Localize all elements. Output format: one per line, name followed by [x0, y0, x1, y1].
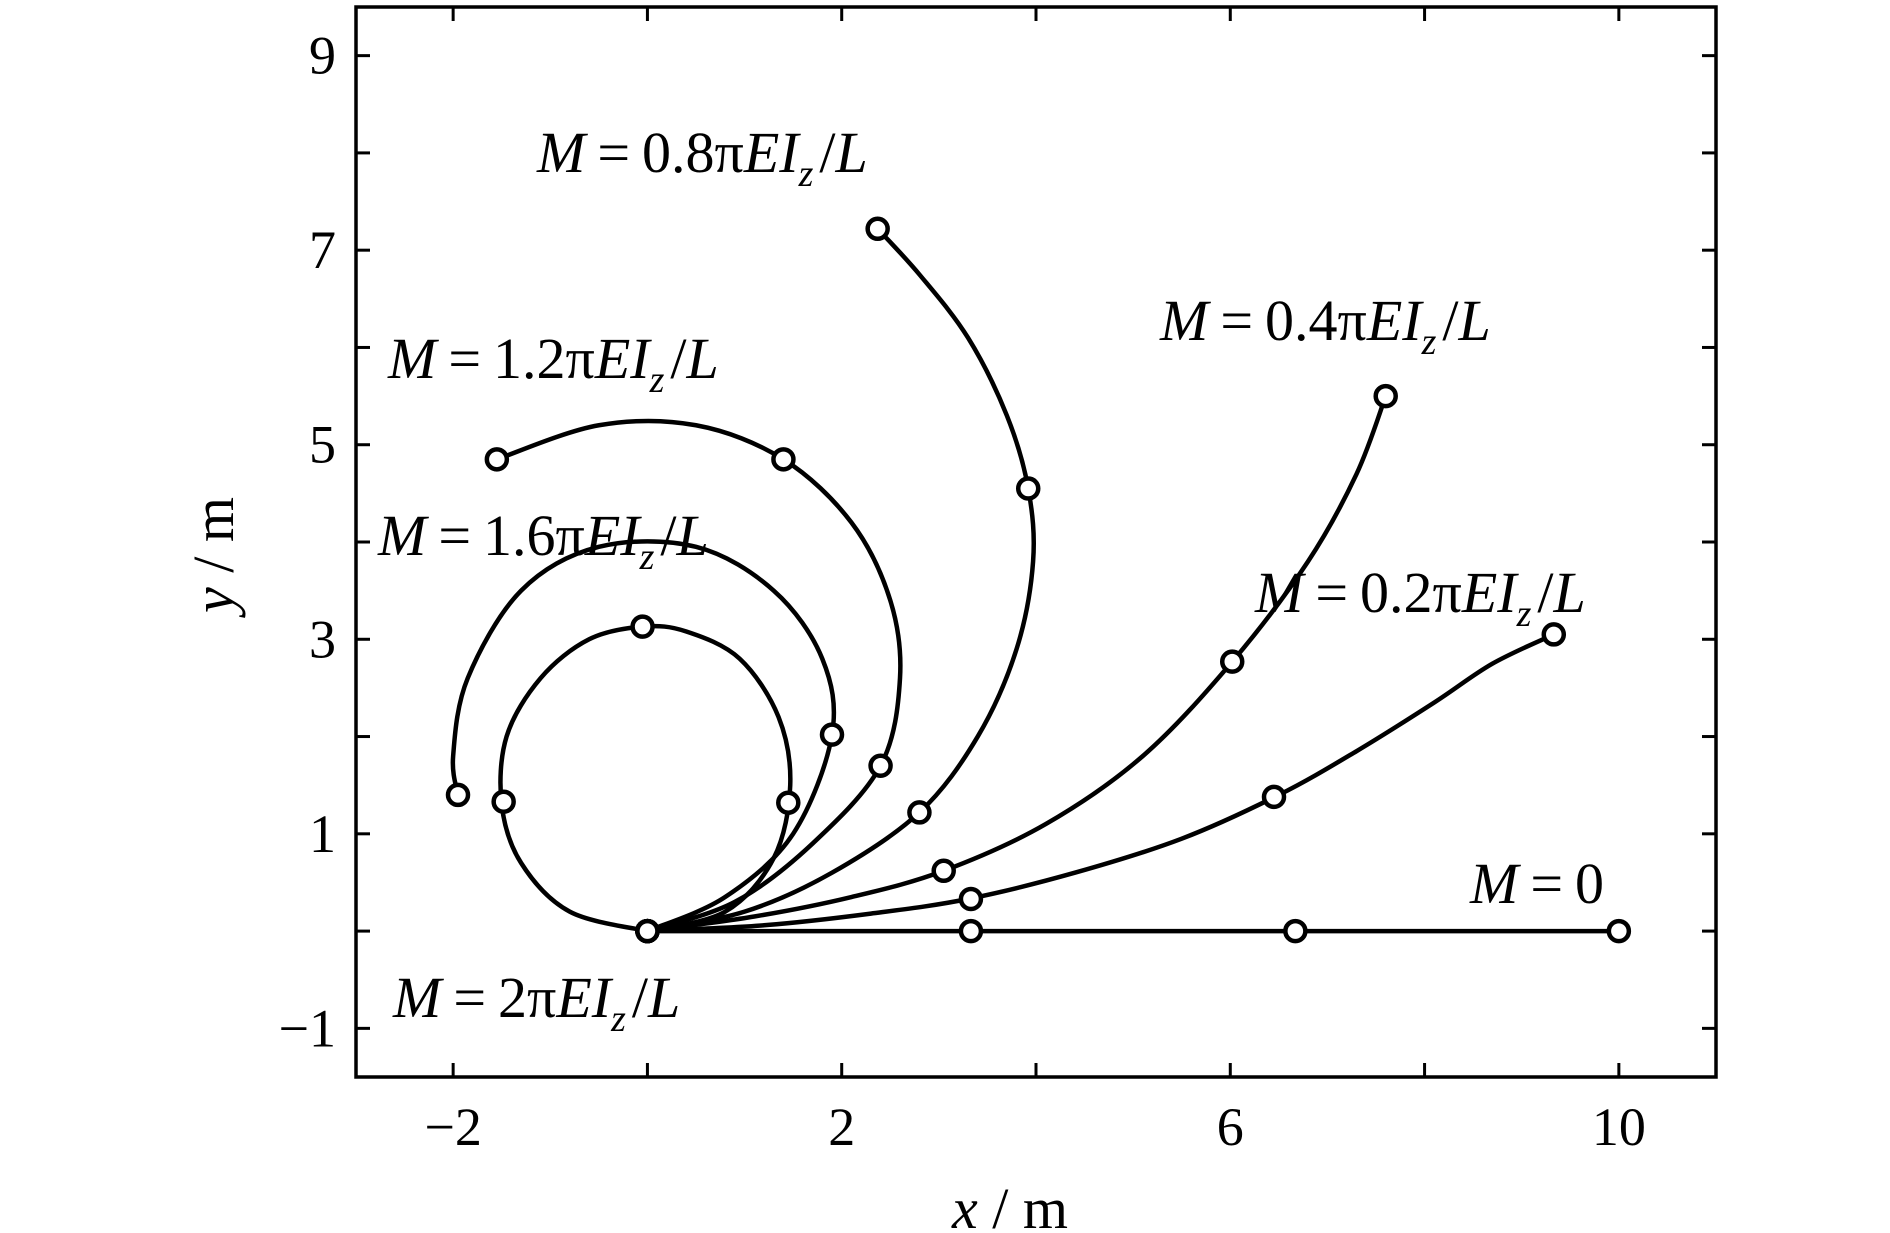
x-axis-title: x / m: [951, 1176, 1068, 1233]
series-line-6: [498, 623, 793, 934]
series-line-5: [450, 539, 837, 934]
x-tick-label: 10: [1592, 1097, 1646, 1157]
node-marker: [907, 800, 932, 825]
y-axis-var: y: [181, 587, 246, 618]
series-line-1: [645, 632, 1557, 934]
y-tick-label: 7: [309, 220, 336, 280]
node-marker: [819, 722, 845, 747]
node-marker: [958, 886, 984, 912]
node-marker: [1541, 622, 1567, 647]
label-m-0-8pi: M = 0.8πEIz/L: [536, 120, 868, 195]
node-marker: [491, 789, 516, 814]
node-markers: [445, 216, 1632, 944]
node-marker: [931, 858, 956, 884]
tick-labels: −2 2 6 10 −1 1 3 5 7 9: [279, 26, 1646, 1157]
y-axis-title: y / m: [181, 497, 246, 618]
x-tick-label: 6: [1217, 1097, 1244, 1157]
node-marker: [1283, 918, 1308, 944]
label-m-2pi: M = 2πEIz/L: [392, 965, 680, 1040]
y-tick-label: 9: [309, 26, 336, 86]
label-m-0: M = 0: [1469, 851, 1604, 916]
node-marker: [1373, 383, 1398, 409]
y-tick-label: 1: [309, 804, 336, 864]
x-tick-label: 2: [828, 1097, 855, 1157]
node-marker: [1015, 476, 1041, 501]
node-marker: [484, 447, 510, 472]
node-marker: [1219, 649, 1245, 674]
node-marker: [630, 614, 655, 639]
node-marker: [958, 918, 984, 944]
node-marker: [1606, 918, 1632, 944]
x-tick-label: −2: [424, 1097, 481, 1157]
x-axis-var: x: [951, 1176, 978, 1233]
axis-ticks: [356, 7, 1716, 1077]
y-tick-label: 3: [309, 609, 336, 669]
series-line-4: [494, 418, 903, 934]
node-marker: [865, 216, 890, 242]
label-m-1-2pi: M = 1.2πEIz/L: [387, 326, 719, 401]
y-tick-label: −1: [279, 998, 336, 1058]
y-axis-unit: m: [181, 497, 246, 542]
series-line-3: [645, 226, 1037, 934]
label-m-1-6pi: M = 1.6πEIz/L: [377, 503, 709, 578]
node-marker: [445, 782, 471, 808]
label-m-0-2pi: M = 0.2πEIz/L: [1254, 560, 1586, 635]
series-line-2: [645, 393, 1388, 934]
series-lines: [450, 226, 1622, 934]
node-marker: [776, 790, 801, 815]
label-m-0-4pi: M = 0.4πEIz/L: [1159, 288, 1491, 363]
node-marker: [868, 753, 893, 778]
y-tick-label: 5: [309, 415, 336, 475]
node-marker: [771, 447, 796, 472]
node-marker: [635, 918, 660, 944]
node-marker: [1261, 784, 1287, 810]
x-axis-unit: m: [1023, 1176, 1068, 1233]
